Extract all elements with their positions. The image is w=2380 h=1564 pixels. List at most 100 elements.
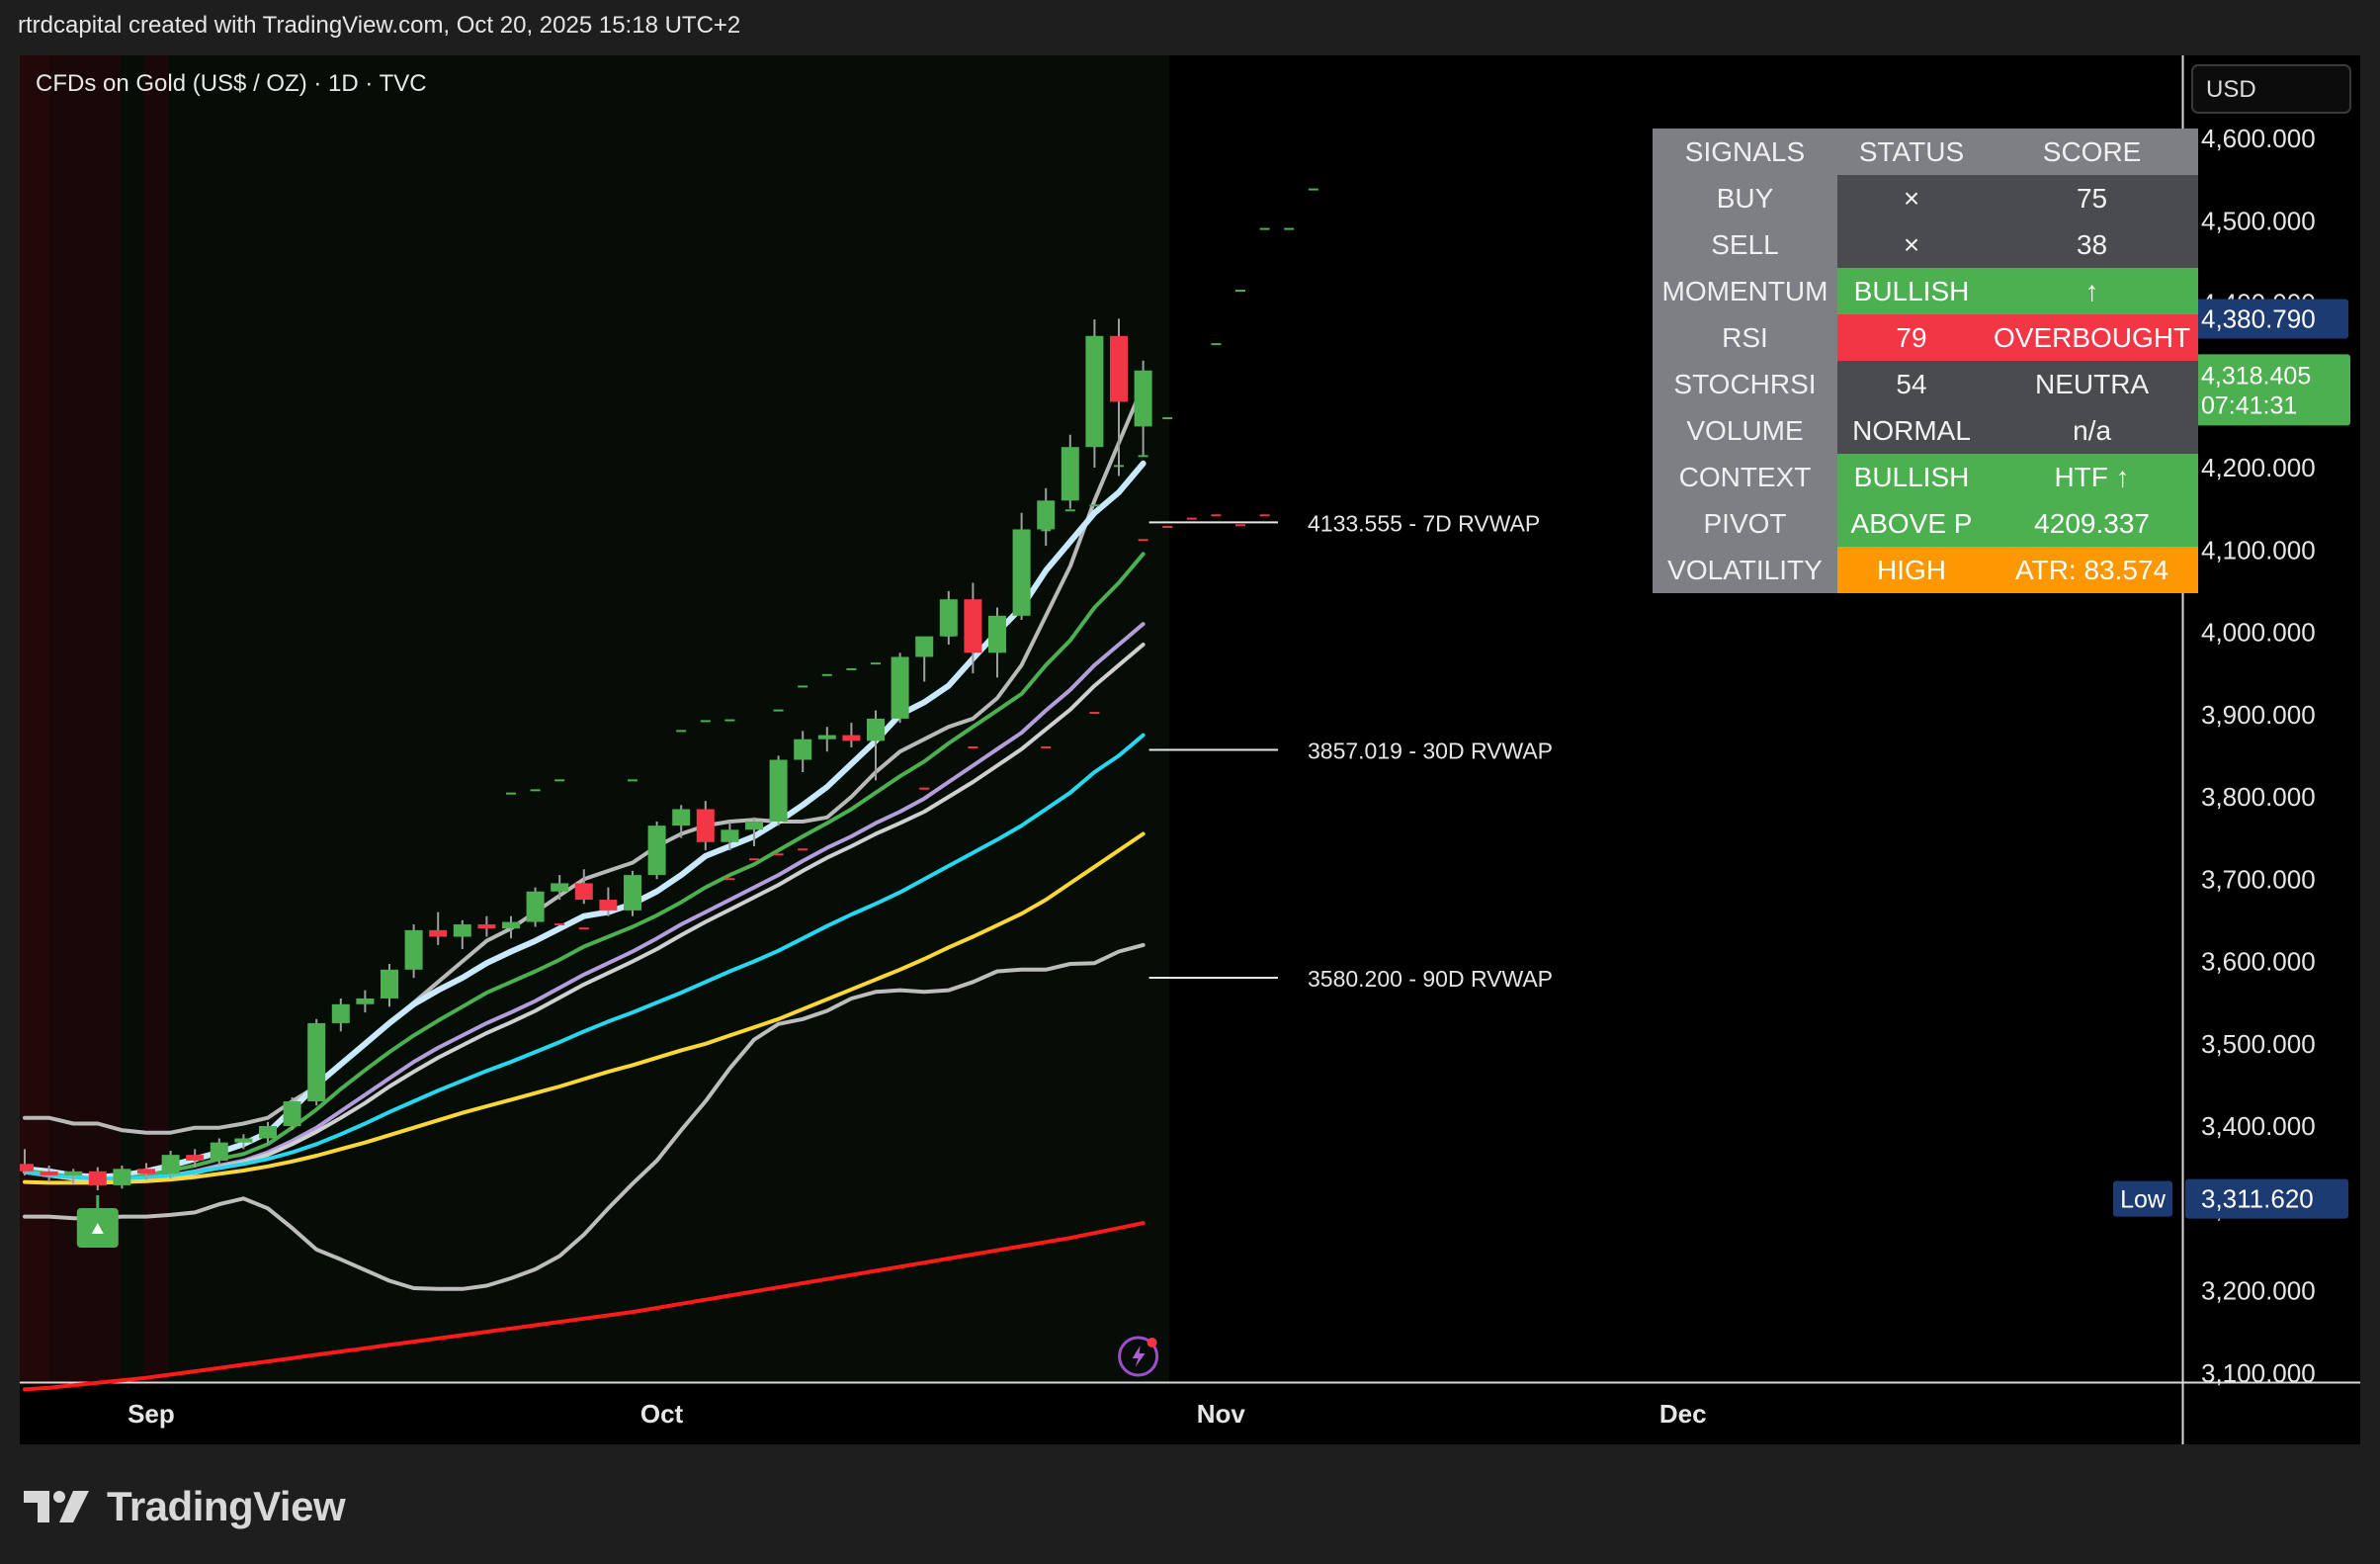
chart-frame[interactable]: 4133.555 - 7D RVWAP 3857.019 - 30D RVWAP 3… (20, 55, 2360, 1444)
candle-body-down (40, 1171, 58, 1175)
signal-status: 79 (1837, 314, 1986, 361)
signal-status: NORMAL (1837, 407, 1986, 454)
candle-body-down (842, 735, 861, 741)
price-tick-label: 4,600.000 (2201, 124, 2316, 153)
candle-body-up (891, 656, 909, 719)
price-tick-label: 3,600.000 (2201, 947, 2316, 977)
rvwap-level-label: 3857.019 - 30D RVWAP (1308, 739, 1553, 764)
up-arrow-icon (91, 1223, 104, 1234)
signal-row-buy: BUY × 75 (1653, 175, 2199, 221)
signal-status: BULLISH (1837, 454, 1986, 500)
candle-body-down (964, 599, 982, 653)
signal-label: PIVOT (1653, 500, 1837, 547)
indicator-line-line_green (23, 552, 1146, 1181)
candle-body-up (794, 739, 812, 760)
candle-body-up (1012, 529, 1031, 616)
candle-body-up (453, 924, 471, 937)
brand-name: TradingView (107, 1483, 346, 1529)
signal-label: SELL (1653, 221, 1837, 268)
signal-score: 38 (1986, 221, 2199, 268)
low-badge-value: 3,311.620 (2201, 1184, 2314, 1214)
candle-body-up (381, 969, 398, 999)
candle-body-up (672, 809, 691, 826)
signal-row-volume: VOLUME NORMAL n/a (1653, 407, 2199, 454)
signal-status: × (1837, 221, 1986, 268)
time-tick-label: Dec (1659, 1399, 1707, 1429)
candle-body-up (356, 998, 375, 1004)
rvwap-levels: 4133.555 - 7D RVWAP 3857.019 - 30D RVWAP 3… (1118, 510, 1553, 1377)
candle-body-up (64, 1171, 83, 1175)
price-tick-label: 3,500.000 (2201, 1029, 2316, 1059)
signal-label: STOCHRSI (1653, 361, 1837, 407)
header-signals: SIGNALS (1653, 129, 1837, 175)
trend-zone-green (20, 55, 1169, 1382)
price-tick-label: 4,500.000 (2201, 206, 2316, 235)
alert-bolt-ring (1118, 1336, 1159, 1377)
low-badge-tag (2113, 1180, 2172, 1217)
candle-body-down (1110, 335, 1128, 402)
signal-row-sell: SELL × 38 (1653, 221, 2199, 268)
candle-body-up (210, 1142, 228, 1161)
indicator-line-line_grey_lower (23, 942, 1146, 1291)
candle-body-up (551, 883, 569, 892)
signal-status: × (1837, 175, 1986, 221)
bar-countdown: 07:41:31 (2201, 391, 2297, 419)
candle-body-down (696, 809, 715, 842)
candle-body-up (769, 759, 788, 822)
candle-body-up (817, 735, 836, 739)
candle-body-down (599, 900, 618, 911)
signal-label: CONTEXT (1653, 454, 1837, 500)
candle-body-up (526, 891, 545, 922)
signals-table: SIGNALS STATUS SCORE BUY × 75 SELL × 38 MOMENT… (1653, 129, 2199, 593)
signal-status: HIGH (1837, 547, 1986, 593)
candle-body-up (867, 718, 885, 741)
low-badge-label: Low (2120, 1186, 2167, 1214)
signal-row-volatility: VOLATILITY HIGH ATR: 83.574 (1653, 547, 2199, 593)
candle-body-up (939, 599, 958, 637)
price-axis: 4,600.0004,500.0004,400.0004,300.0004,20… (2113, 124, 2350, 1388)
candle-body-up (307, 1022, 326, 1102)
last-price-value: 4,318.405 (2201, 362, 2311, 390)
indicator-line-line_red (23, 1221, 1146, 1392)
signal-score: NEUTRA (1986, 361, 2199, 407)
signal-score: OVERBOUGHT (1986, 314, 2199, 361)
price-tick-label: 4,200.000 (2201, 453, 2316, 482)
candle-body-up (404, 929, 423, 970)
signal-label: VOLUME (1653, 407, 1837, 454)
candle-body-up (113, 1169, 131, 1185)
high-badge-value: 4,380.790 (2201, 304, 2316, 333)
candle-body-up (915, 636, 934, 657)
signal-score: 75 (1986, 175, 2199, 221)
signal-score: HTF ↑ (1986, 454, 2199, 500)
price-tick-label: 3,200.000 (2201, 1276, 2316, 1306)
signal-label: RSI (1653, 314, 1837, 361)
price-tick-label: 3,400.000 (2201, 1111, 2316, 1141)
time-tick-label: Nov (1197, 1399, 1246, 1429)
low-badge-price-tag (2185, 1178, 2348, 1219)
alert-bolt-glyph (1132, 1346, 1146, 1367)
candle-body-up (234, 1138, 253, 1143)
candle-body-down (574, 883, 593, 901)
alert-notification-dot (1147, 1338, 1157, 1347)
candle-body-up (988, 615, 1006, 653)
signals-header-row: SIGNALS STATUS SCORE (1653, 129, 2199, 175)
time-tick-label: Sep (128, 1399, 175, 1429)
time-tick-label: Oct (640, 1399, 684, 1429)
signal-score: ATR: 83.574 (1986, 547, 2199, 593)
chart-title: CFDs on Gold (US$ / OZ) · 1D · TVC (36, 70, 427, 97)
candle-body-up (1037, 500, 1056, 530)
candle-body-down (20, 1164, 34, 1172)
candle-body-up (1085, 335, 1104, 448)
candlesticks (20, 318, 1152, 1248)
brand-footer: TradingView (22, 1479, 346, 1534)
price-tick-label: 4,100.000 (2201, 535, 2316, 565)
chart-header-caption: rtrdcapital created with TradingView.com… (18, 12, 741, 39)
candle-body-down (137, 1169, 155, 1174)
currency-selector[interactable]: USD (2191, 64, 2351, 114)
candle-body-up (1134, 370, 1152, 427)
price-tick-label: 3,700.000 (2201, 864, 2316, 894)
candle-body-up (745, 821, 763, 830)
candle-body-up (283, 1101, 301, 1126)
indicator-line-line_cyan (23, 733, 1146, 1181)
candle-body-down (186, 1155, 205, 1161)
